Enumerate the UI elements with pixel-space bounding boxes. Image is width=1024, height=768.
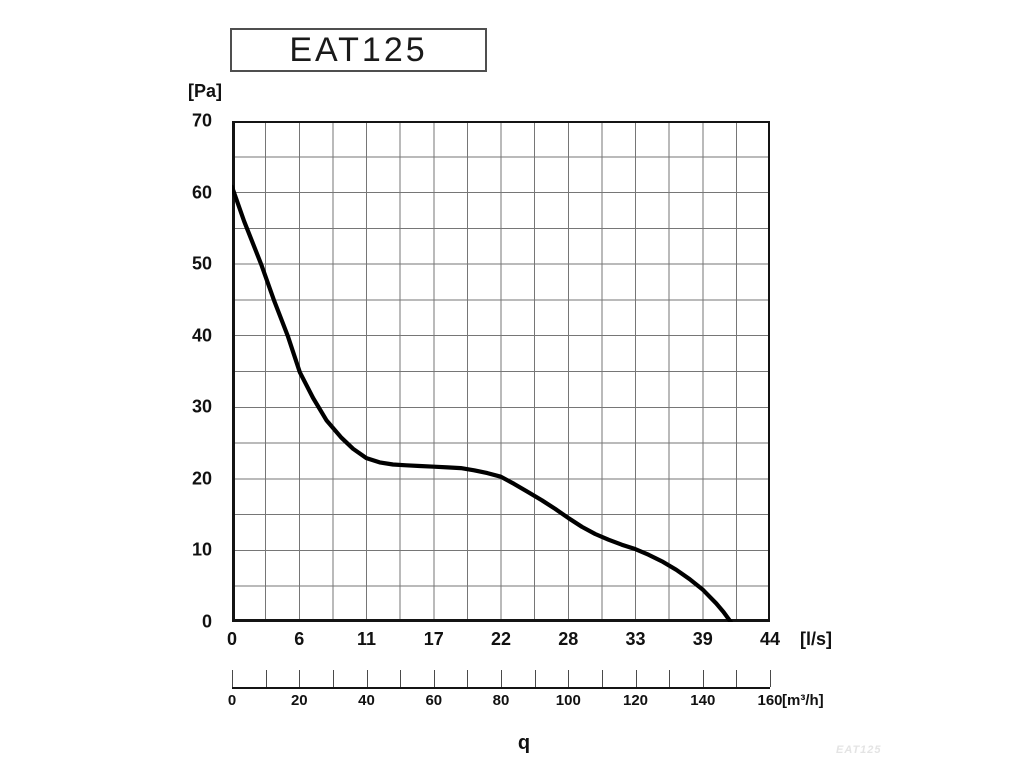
secondary-axis-tick xyxy=(501,670,502,687)
secondary-axis-tick-label: 80 xyxy=(492,692,510,709)
secondary-axis-tick xyxy=(702,670,704,687)
secondary-axis-tick-labels: 0 20 40 60 80 100 120 140 160 xyxy=(228,692,783,710)
x-axis-tick-labels: 0 6 11 17 22 28 33 39 44 xyxy=(227,629,780,651)
secondary-axis-tick xyxy=(366,670,368,687)
y-tick-label: 70 xyxy=(191,110,212,131)
secondary-axis-m3h xyxy=(232,667,771,689)
secondary-axis-tick xyxy=(433,670,435,687)
secondary-axis-tick xyxy=(736,670,738,687)
watermark: EAT125 xyxy=(836,744,882,756)
x-tick-label: 33 xyxy=(625,629,646,649)
y-tick-label: 0 xyxy=(201,611,212,632)
x-tick-label: 39 xyxy=(692,629,713,649)
secondary-axis-tick xyxy=(669,670,671,687)
flow-quantity-label: q xyxy=(517,732,531,754)
pressure-curve xyxy=(229,184,733,625)
secondary-axis-tick-label: 120 xyxy=(622,692,649,709)
secondary-axis-tick xyxy=(568,670,570,687)
secondary-axis-tick xyxy=(400,670,402,687)
model-title: EAT125 xyxy=(289,30,428,69)
y-axis-tick-labels: 70 60 50 40 30 20 10 0 xyxy=(140,111,222,632)
y-axis-unit-label: [Pa] xyxy=(188,81,223,101)
secondary-axis-tick-label: 100 xyxy=(555,692,581,709)
secondary-axis-tick xyxy=(265,670,267,687)
secondary-axis-tick xyxy=(534,670,536,687)
secondary-axis-tick-label: 20 xyxy=(290,692,308,709)
secondary-axis-tick xyxy=(332,670,334,687)
secondary-axis-tick xyxy=(770,670,771,687)
secondary-axis-tick xyxy=(299,670,301,687)
x-tick-label: 28 xyxy=(558,629,579,649)
plot-area xyxy=(229,121,770,625)
secondary-axis-tick xyxy=(601,670,603,687)
curve-svg xyxy=(229,121,770,625)
secondary-axis-tick-label: 0 xyxy=(227,692,237,709)
secondary-axis-tick-label: 160 xyxy=(757,692,783,709)
secondary-axis-tick xyxy=(232,670,233,687)
y-tick-label: 40 xyxy=(191,325,212,346)
model-title-box: EAT125 xyxy=(230,28,487,72)
x-tick-label: 22 xyxy=(490,629,512,649)
secondary-axis-tick xyxy=(635,670,637,687)
y-tick-label: 60 xyxy=(191,182,212,203)
y-tick-label: 20 xyxy=(191,468,212,489)
x-tick-label: 0 xyxy=(226,629,238,649)
secondary-axis-tick-label: 60 xyxy=(425,692,443,709)
secondary-axis-tick-label: 40 xyxy=(358,692,375,709)
secondary-axis-unit-label: [m³/h] xyxy=(782,692,824,709)
x-tick-label: 44 xyxy=(759,629,781,649)
y-tick-label: 50 xyxy=(191,253,212,274)
y-tick-label: 30 xyxy=(191,396,212,417)
secondary-axis-tick-label: 140 xyxy=(690,692,716,709)
x-tick-label: 11 xyxy=(356,629,377,649)
y-tick-label: 10 xyxy=(191,539,212,560)
x-tick-label: 17 xyxy=(423,629,444,649)
secondary-axis-tick xyxy=(467,670,469,687)
x-tick-label: 6 xyxy=(294,629,305,649)
x-axis-unit-label: [l/s] xyxy=(800,629,833,649)
